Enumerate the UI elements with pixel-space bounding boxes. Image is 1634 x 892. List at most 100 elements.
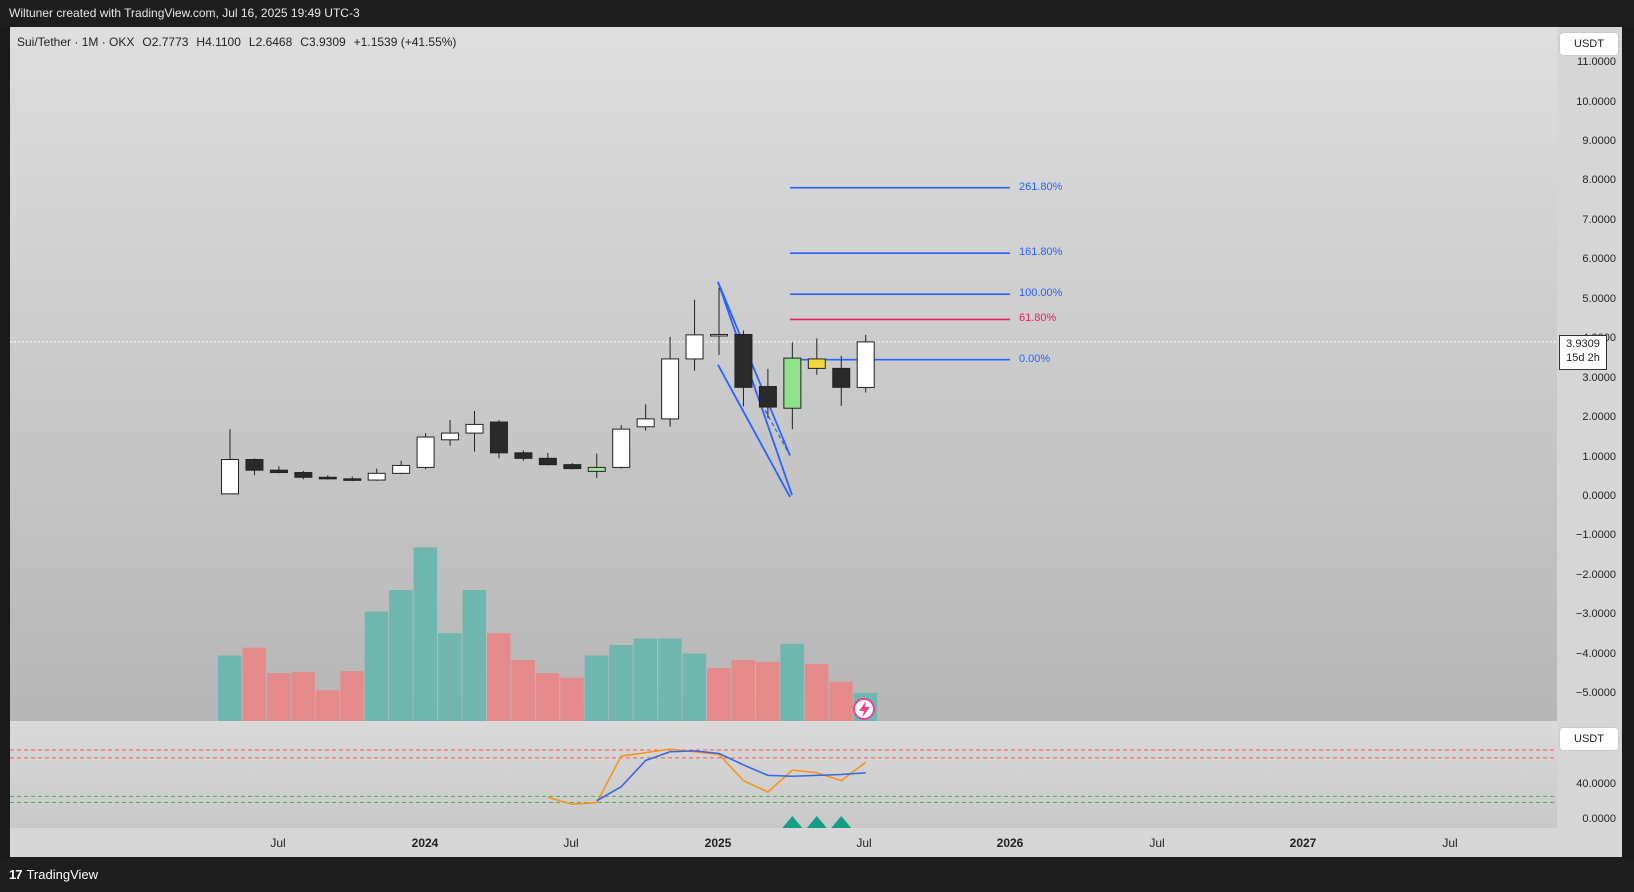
candle-body [832,367,851,388]
volume-bar [218,655,242,721]
indicator-currency-button[interactable]: USDT [1560,728,1618,750]
stochastic-pane[interactable] [10,721,1557,828]
indicator-tick-label: 40.0000 [1576,778,1616,790]
price-tick-label: 2.0000 [1582,411,1616,424]
legend-high: H4.1100 [196,35,241,49]
price-tick-label: −5.0000 [1575,687,1616,700]
volume-bar [804,664,829,721]
attribution-bar: Wiltuner created with TradingView.com, J… [0,0,1634,27]
price-tick-label: 3.0000 [1582,371,1616,384]
volume-bar [389,590,413,721]
price-tick-label: 8.0000 [1582,174,1616,187]
price-tick-label: −2.0000 [1575,568,1616,581]
candle-body [661,358,680,420]
price-tick-label: −4.0000 [1575,647,1616,660]
volume-bar [438,633,462,721]
volume-bar [486,633,511,721]
candle-body [245,459,264,471]
trend-line-main [717,281,791,456]
time-axis-label: Jul [1442,836,1458,850]
price-tick-label: 7.0000 [1582,213,1616,226]
candle-body [343,478,362,481]
price-tick-label: 1.0000 [1582,450,1616,463]
candle-body [587,466,606,472]
trend-line-dashed [764,409,791,456]
time-axis-label: 2026 [996,836,1024,850]
time-axis-label: Jul [856,836,872,850]
current-price-value: 3.9309 [1566,338,1600,350]
price-tick-label: −1.0000 [1575,529,1616,542]
volume-bar [560,677,584,721]
price-tick-label: 11.0000 [1577,56,1616,69]
price-tick-label: 0.0000 [1582,490,1616,502]
buy-signal-arrow [782,816,803,828]
volume-bar [682,653,707,721]
indicator-tick-label: 0.0000 [1582,813,1616,825]
volume-bar [315,690,340,721]
time-axis-label: 2027 [1289,836,1317,850]
volume-bar [707,667,731,721]
attribution-text: Wiltuner created with TradingView.com, J… [9,6,360,20]
candle-body [612,428,631,468]
volume-bar [535,673,560,721]
volume-bar [266,673,291,721]
candle-body [294,472,313,478]
fib-level-label: 0.00% [1019,352,1051,365]
time-axis-label: 2025 [704,836,732,850]
price-tick-label: 10.0000 [1576,95,1616,108]
volume-bar [731,660,755,721]
volume-bar [780,643,804,721]
legend-symbol[interactable]: Sui/Tether · 1M · OKX [17,35,135,49]
buy-signal-arrow [831,816,852,828]
price-tick-label: −3.0000 [1575,608,1616,621]
trend-line-lower [717,364,791,498]
volume-bar [755,662,780,721]
symbol-legend: Sui/Tether · 1M · OKX O2.7773 H4.1100 L2… [17,35,456,49]
candle-body [856,341,875,388]
flash-bolt-icon [859,701,870,718]
candle-body [367,472,386,481]
candle-body [221,459,239,495]
time-axis-label: Jul [563,836,579,850]
candle-body [465,423,484,434]
price-tick-label: 9.0000 [1582,134,1616,147]
footer-bar: 17 TradingView [0,857,1634,892]
time-axis-label: Jul [270,836,286,850]
legend-low: L2.6468 [248,35,293,49]
volume-bar [462,590,486,721]
volume-bar [829,681,853,721]
candle-body [758,386,777,408]
volume-bar [291,671,315,721]
candle-body [636,418,655,428]
price-currency-button[interactable]: USDT [1560,33,1618,55]
volume-bar [413,547,438,721]
candle-body [807,358,826,369]
candle-body [392,464,411,474]
candle-body [734,333,753,388]
price-axis[interactable] [1557,27,1622,857]
legend-close: C3.9309 [300,35,346,49]
legend-open: O2.7773 [142,35,189,49]
candle-body [563,464,582,470]
fib-level-label: 261.80% [1019,180,1063,193]
volume-bar [340,671,364,721]
legend-change: +1.1539 (+41.55%) [353,35,457,49]
candle-body [710,333,728,337]
current-price-label: 3.9309 15d 2h [1559,335,1607,370]
tv-logo-icon: 17 [9,867,23,882]
fib-level-label: 161.80% [1019,246,1063,259]
tradingview-logo[interactable]: 17 TradingView [9,867,98,882]
footer-brand: TradingView [26,867,99,882]
time-axis[interactable] [10,828,1557,857]
time-axis-label: 2024 [411,836,439,850]
price-tick-label: 5.0000 [1582,292,1616,305]
candle-body [441,432,460,441]
candle-body [685,334,704,360]
volume-bar [511,660,535,721]
fib-level-label: 100.00% [1019,287,1063,300]
buy-signal-arrow [806,816,827,828]
candle-body [538,457,557,466]
candle-body [783,357,802,409]
candle-body [514,452,533,459]
